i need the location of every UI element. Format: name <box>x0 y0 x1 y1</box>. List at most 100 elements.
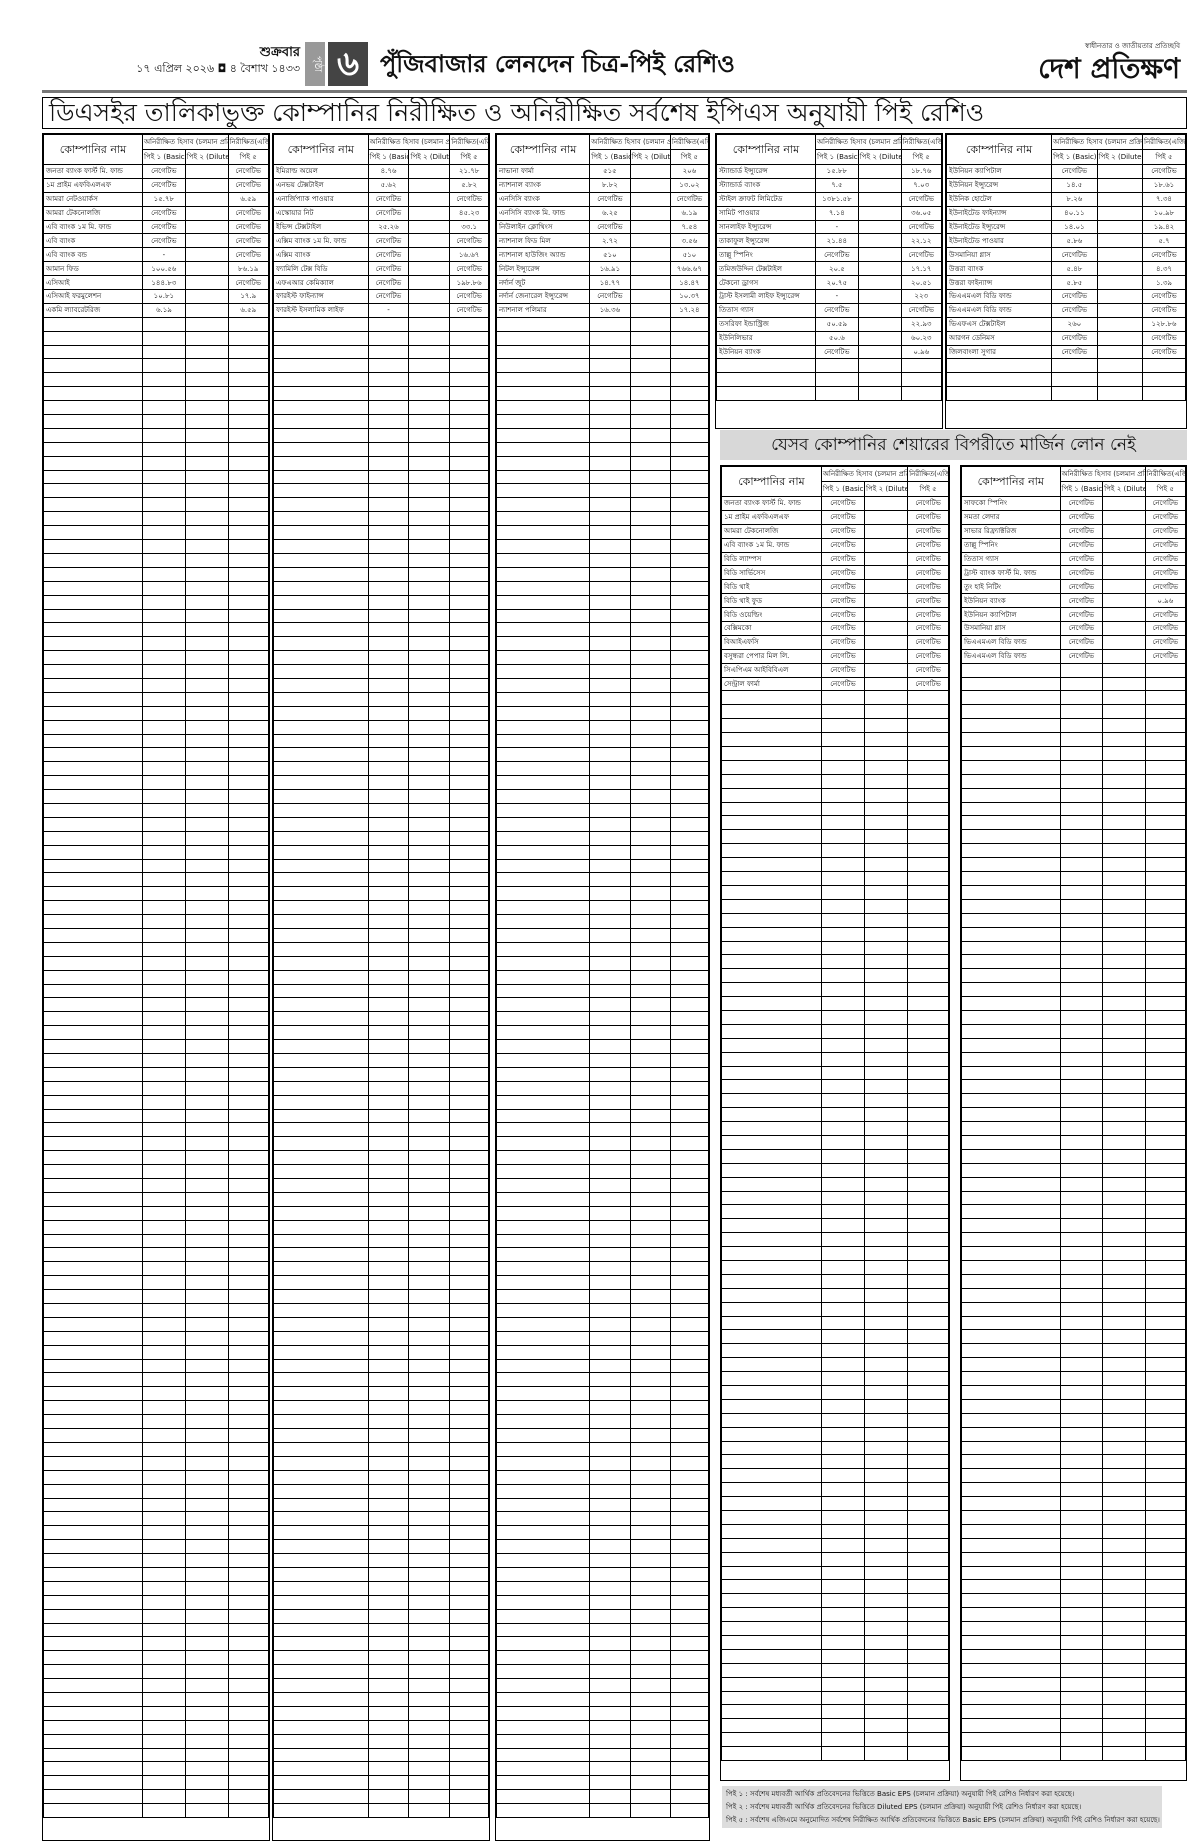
table-row <box>961 1593 1186 1609</box>
table-row <box>496 1664 709 1680</box>
margin-loan-title: যেসব কোম্পানির শেয়ারের বিপরীতে মার্জিন … <box>720 430 1187 460</box>
company-name: এনার্জিপ্যাক পাওয়ার <box>273 191 369 207</box>
table-row <box>721 1385 949 1400</box>
company-name: ইউনিয়ন ক্যাপিটাল <box>946 164 1053 179</box>
table-row <box>961 690 1186 706</box>
pe1-value: নেগেটিভ <box>820 496 866 511</box>
company-name: ইমিরাল্ড অয়েল <box>273 164 369 179</box>
table-row <box>43 1303 269 1318</box>
company-name: জনতা ব্যাংক ফার্স্ট মি. ফান্ড <box>43 164 143 179</box>
table-row <box>273 789 489 804</box>
table-row: স্ট্যান্ডার্ড ব্যাংক ৭.৫ ৭.০৩ <box>716 177 942 193</box>
table-row <box>43 1205 269 1221</box>
table-row <box>496 1775 709 1791</box>
table-row <box>496 1108 709 1124</box>
table-row <box>721 1065 949 1081</box>
pe2-value <box>857 275 902 291</box>
pe2-value <box>184 289 229 304</box>
pe5-value: ৬০.২৩ <box>900 330 942 346</box>
table-row <box>496 1372 709 1388</box>
table-row: ভিএএমএল বিডি ফান্ড নেগেটিভ নেগেটিভ <box>946 289 1186 304</box>
table-row <box>273 650 489 666</box>
table-row <box>43 1428 269 1443</box>
table-row <box>496 441 709 457</box>
table-row <box>721 996 949 1011</box>
pe2-value <box>1102 537 1146 553</box>
table-row <box>961 1093 1186 1109</box>
pe1-value: নেগেটিভ <box>820 593 866 609</box>
pe1-value: নেগেটিভ <box>1059 634 1104 650</box>
company-name: আমরা টেকনোলজি <box>43 205 143 221</box>
table-row <box>273 1664 489 1680</box>
table-row <box>961 1357 1186 1373</box>
footnote: পিই ৫ : সর্বশেষ এজিএমে অনুমোদিত সর্বশেষ … <box>726 1816 1160 1824</box>
table-row <box>496 900 709 916</box>
table-row <box>961 968 1186 984</box>
company-name: এক্সিম ব্যাংক <box>273 247 369 263</box>
table-row <box>721 1704 949 1720</box>
table-row: ভিএএমএল বিডি ফান্ড নেগেটিভ নেগেটিভ <box>961 634 1186 650</box>
table-row <box>721 1121 949 1136</box>
table-row <box>273 1414 489 1430</box>
table-row <box>496 1386 709 1402</box>
table-row <box>496 622 709 638</box>
table-row <box>961 1134 1186 1150</box>
table-row <box>43 1747 269 1763</box>
pe1-value: ১৪৪.৮৩ <box>142 275 186 291</box>
company-name: জনতা ব্যাংক ফার্স্ট মি. ফান্ড <box>721 496 822 511</box>
table-row <box>496 1247 709 1263</box>
company-name: তুং হাই নিটিং <box>961 579 1061 595</box>
table-row: টেকনো ড্রাগস ২০.৭৫ ২০.৫১ <box>716 275 942 291</box>
table-row <box>43 719 269 735</box>
table-row: ভিএএমএল বিডি ফান্ড নেগেটিভ নেগেটিভ <box>961 648 1186 664</box>
pe2-value <box>1096 219 1143 235</box>
table-row <box>43 1539 269 1555</box>
table-row <box>273 1303 489 1318</box>
table-row <box>496 469 709 485</box>
table-row <box>273 997 489 1013</box>
company-name: বিডি সার্ভিসেস <box>721 565 822 581</box>
pe2-value <box>857 191 902 207</box>
company-name: সিএপিএম আইবিবিএল <box>721 662 822 678</box>
table-row <box>273 1080 489 1096</box>
table-row: ন্যাশনাল হাউজিং অ্যান্ড ৫১০ ৫১০ <box>496 247 709 263</box>
company-name: তাল্লু স্পিনিং <box>716 247 816 263</box>
table-row <box>273 1733 489 1749</box>
table-row <box>273 1247 489 1263</box>
table-row <box>273 761 489 777</box>
table-row <box>961 1190 1186 1206</box>
table-row <box>961 662 1186 678</box>
pe5-value: নেগেটিভ <box>669 191 709 207</box>
table-row <box>273 844 489 860</box>
table-row <box>273 1108 489 1124</box>
col-company: কোম্পানির নাম <box>43 134 143 165</box>
pe5-value: নেগেটিভ <box>907 496 949 511</box>
table-row <box>43 552 269 568</box>
table-row: তাকাফুল ইন্স্যুরেন্স ২১.৪৪ ২২.১২ <box>716 233 942 249</box>
pe5-value: ৬.১৯ <box>669 205 709 221</box>
table-row: ইউনিলিভার ৫০.৬ ৬০.২৩ <box>716 330 942 346</box>
company-name: বেক্সিমকো <box>721 621 822 636</box>
table-row <box>273 1803 489 1818</box>
table-row <box>721 1204 949 1220</box>
table-row <box>43 914 269 929</box>
table-row <box>961 1732 1186 1748</box>
table-row <box>721 1648 949 1664</box>
table-row <box>273 1497 489 1513</box>
table-row <box>273 1191 489 1207</box>
pe2-value <box>629 177 671 193</box>
table-row <box>721 787 949 803</box>
company-name: একমি ল্যাবরেটরিজ <box>43 302 143 318</box>
table-row <box>43 1372 269 1388</box>
pe5-value: নেগেটিভ <box>1144 579 1186 595</box>
table-row <box>496 1650 709 1666</box>
pe5-value: নেগেটিভ <box>1141 289 1186 304</box>
table-row <box>961 1537 1186 1553</box>
table-row <box>721 704 949 720</box>
table-row <box>43 1275 269 1291</box>
company-name: আমান ফিড <box>43 261 143 277</box>
pe1-value: নেগেটিভ <box>820 551 866 567</box>
pe5-value: নেগেটিভ <box>1141 247 1186 263</box>
table-row <box>273 983 489 999</box>
pe5-value: ০.৯৬ <box>1144 593 1186 609</box>
